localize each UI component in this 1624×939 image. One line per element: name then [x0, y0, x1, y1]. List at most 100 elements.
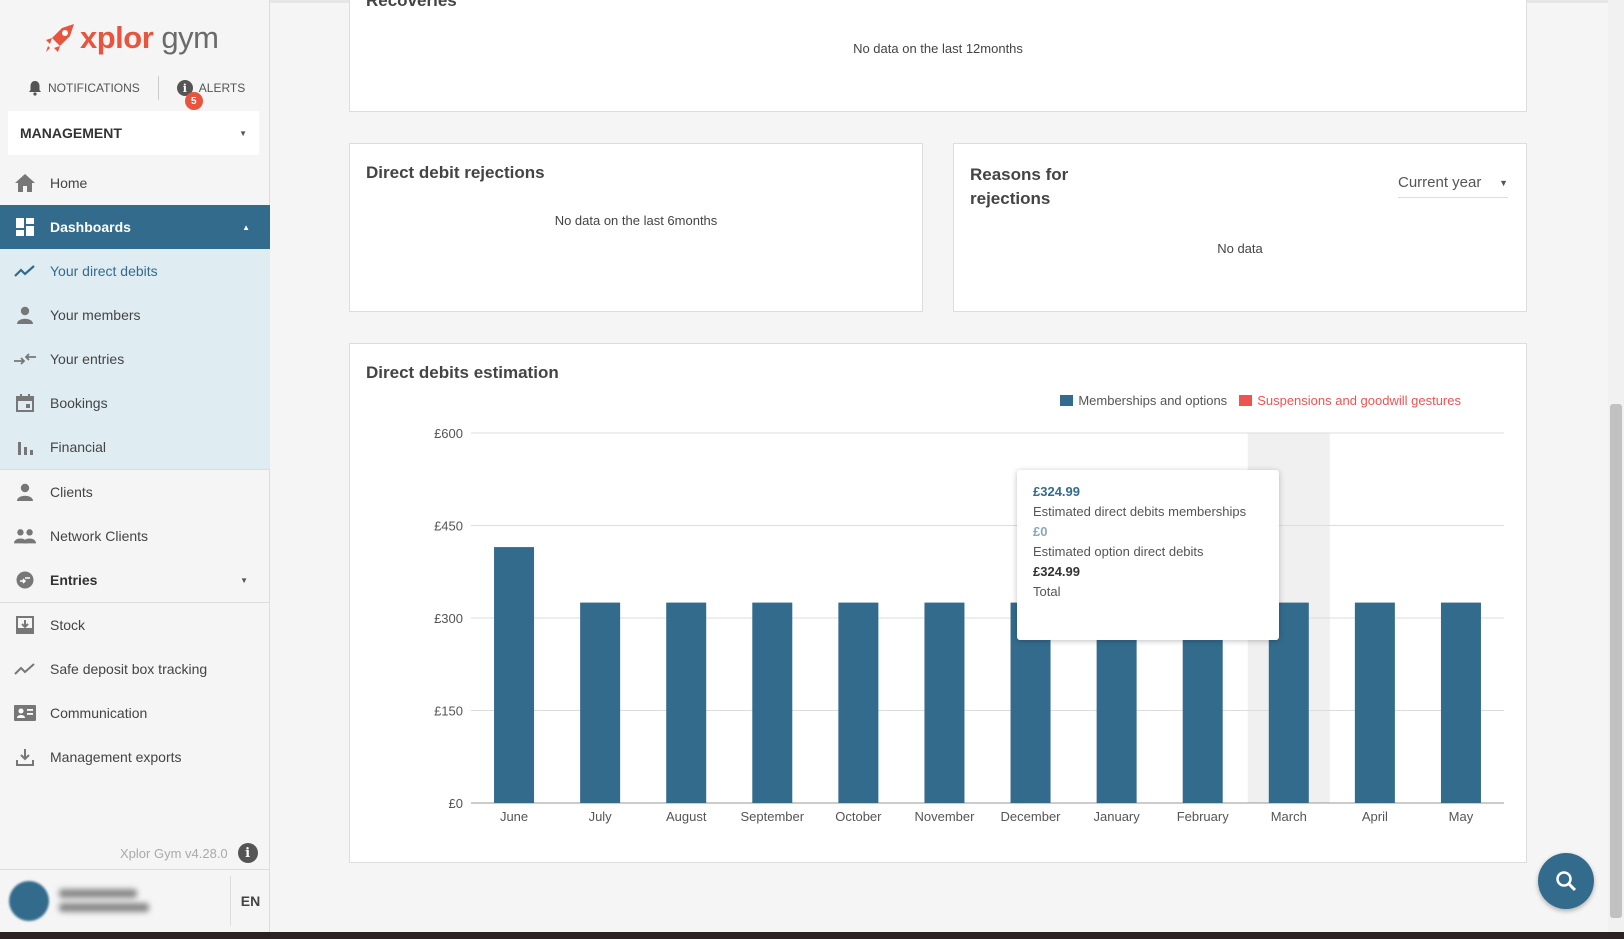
sidebar-item-label: Entries [50, 572, 98, 588]
tooltip-value-options: £0 [1033, 524, 1048, 539]
sidebar-item-label: Your direct debits [50, 263, 158, 279]
calendar-icon [14, 392, 36, 414]
sidebar-item-communication[interactable]: Communication [0, 691, 270, 735]
person-icon [14, 304, 36, 326]
direct-debit-rejections-title: Direct debit rejections [366, 163, 545, 182]
language-selector[interactable]: EN [230, 875, 270, 926]
inbox-download-icon [14, 614, 36, 636]
sidebar-item-label: Your entries [50, 351, 125, 367]
sidebar-item-label: Safe deposit box tracking [50, 661, 208, 677]
sidebar-item-entries[interactable]: Entries ▼ [0, 558, 270, 602]
caret-up-icon: ▲ [242, 222, 250, 232]
legend-swatch [1060, 395, 1074, 406]
sidebar-item-your-direct-debits[interactable]: Your direct debits [0, 249, 270, 293]
direct-debits-estimation-card: Direct debits estimation [349, 343, 1527, 863]
sidebar-item-label: Financial [50, 439, 107, 455]
download-icon [14, 746, 36, 768]
period-select[interactable]: Current year ▼ [1398, 174, 1508, 198]
caret-down-icon: ▼ [1499, 177, 1508, 188]
sidebar-item-label: Bookings [50, 395, 108, 411]
trending-icon [14, 260, 36, 282]
person-icon [14, 481, 36, 503]
tooltip-label-memberships: Estimated direct debits memberships [1033, 504, 1247, 519]
notifications-label: NOTIFICATIONS [48, 81, 140, 95]
logo-text-gym: gym [161, 20, 219, 55]
caret-down-icon: ▼ [240, 575, 248, 585]
alerts-label: ALERTS [198, 81, 246, 95]
search-fab-button[interactable] [1538, 853, 1594, 909]
bar-chart-icon [14, 436, 36, 458]
nav-divider [0, 602, 270, 603]
contact-card-icon [14, 702, 36, 724]
sidebar-item-dashboards[interactable]: Dashboards ▲ [0, 205, 270, 249]
sidebar-item-your-members[interactable]: Your members [0, 293, 270, 337]
user-name-blurred [59, 884, 149, 917]
recoveries-no-data: No data on the last 12months [853, 41, 1023, 56]
search-icon [1556, 871, 1577, 892]
legend-item-memberships[interactable]: Memberships and options [1060, 393, 1227, 408]
sidebar-item-financial[interactable]: Financial [0, 425, 270, 469]
estimation-title: Direct debits estimation [366, 363, 559, 382]
sidebar-item-label: Stock [50, 617, 86, 633]
alerts-link[interactable]: i 5 ALERTS [176, 80, 246, 110]
rejections-no-data: No data on the last 6months [554, 213, 718, 228]
trending-icon [14, 658, 36, 680]
sidebar-item-label: Dashboards [50, 219, 131, 235]
swap-arrows-icon [14, 348, 36, 370]
sidebar-item-label: Communication [50, 705, 148, 721]
management-dropdown[interactable]: MANAGEMENT ▼ [8, 111, 259, 155]
reasons-title-line1: Reasons for [970, 165, 1069, 184]
version-info: Xplor Gym v4.28.0 i [120, 843, 258, 863]
logo-text-xplor: xplor [80, 20, 154, 55]
tooltip-value-total: £324.99 [1033, 564, 1080, 579]
sidebar-item-clients[interactable]: Clients [0, 470, 270, 514]
sidebar-item-label: Clients [50, 484, 93, 500]
info-icon[interactable]: i [237, 843, 258, 863]
dashboard-icon [14, 216, 36, 238]
tooltip-value-memberships: £324.99 [1033, 484, 1080, 499]
reasons-title-line2: rejections [970, 189, 1051, 208]
sidebar-item-stock[interactable]: Stock [0, 603, 270, 647]
info-icon: i [176, 80, 193, 96]
sidebar-item-bookings[interactable]: Bookings [0, 381, 270, 425]
management-label: MANAGEMENT [20, 125, 122, 141]
avatar[interactable] [9, 880, 49, 921]
reasons-title: Reasons for rejections [970, 163, 1068, 211]
sidebar-item-safe-deposit-box-tracking[interactable]: Safe deposit box tracking [0, 647, 270, 691]
chart-legend: Memberships and options Suspensions and … [1060, 393, 1461, 408]
bottom-edge-bar [0, 932, 1624, 939]
xplor-gym-logo[interactable]: xplor gym [44, 16, 219, 60]
direct-debit-rejections-card: Direct debit rejections No data on the l… [349, 143, 923, 312]
legend-label: Memberships and options [1078, 393, 1228, 408]
sidebar-item-label: Your members [50, 307, 141, 323]
caret-down-icon: ▼ [239, 128, 247, 138]
chart-tooltip: £324.99 Estimated direct debits membersh… [1017, 470, 1279, 640]
recoveries-title: Recoveries [366, 0, 457, 10]
entries-icon [14, 569, 36, 591]
version-label: Xplor Gym v4.28.0 [120, 845, 228, 861]
top-links: NOTIFICATIONS i 5 ALERTS [28, 76, 258, 110]
user-profile: EN [0, 869, 270, 931]
rocket-icon [46, 24, 74, 52]
legend-item-suspensions[interactable]: Suspensions and goodwill gestures [1239, 393, 1461, 408]
sidebar-item-your-entries[interactable]: Your entries [0, 337, 270, 381]
sidebar-item-home[interactable]: Home [0, 161, 270, 205]
sidebar: xplor gym NOTIFICATIONS i 5 ALERTS MANAG… [0, 0, 270, 939]
home-icon [14, 172, 36, 194]
sidebar-item-label: Management exports [50, 749, 182, 765]
legend-swatch [1239, 395, 1253, 406]
people-icon [14, 525, 36, 547]
tooltip-label-total: Total [1033, 584, 1061, 599]
recoveries-card: Recoveries No data on the last 12months [349, 0, 1527, 112]
notifications-link[interactable]: NOTIFICATIONS [28, 80, 140, 96]
alerts-count-badge: 5 [184, 92, 203, 110]
tooltip-label-options: Estimated option direct debits [1033, 544, 1204, 559]
sidebar-item-management-exports[interactable]: Management exports [0, 735, 270, 779]
top-links-divider [157, 76, 159, 100]
reasons-for-rejections-card: Reasons for rejections Current year ▼ No… [953, 143, 1527, 312]
nav-divider [0, 469, 270, 470]
sidebar-item-label: Network Clients [50, 528, 149, 544]
scrollbar-thumb[interactable] [1610, 404, 1622, 918]
legend-label: Suspensions and goodwill gestures [1257, 393, 1461, 408]
sidebar-item-network-clients[interactable]: Network Clients [0, 514, 270, 558]
